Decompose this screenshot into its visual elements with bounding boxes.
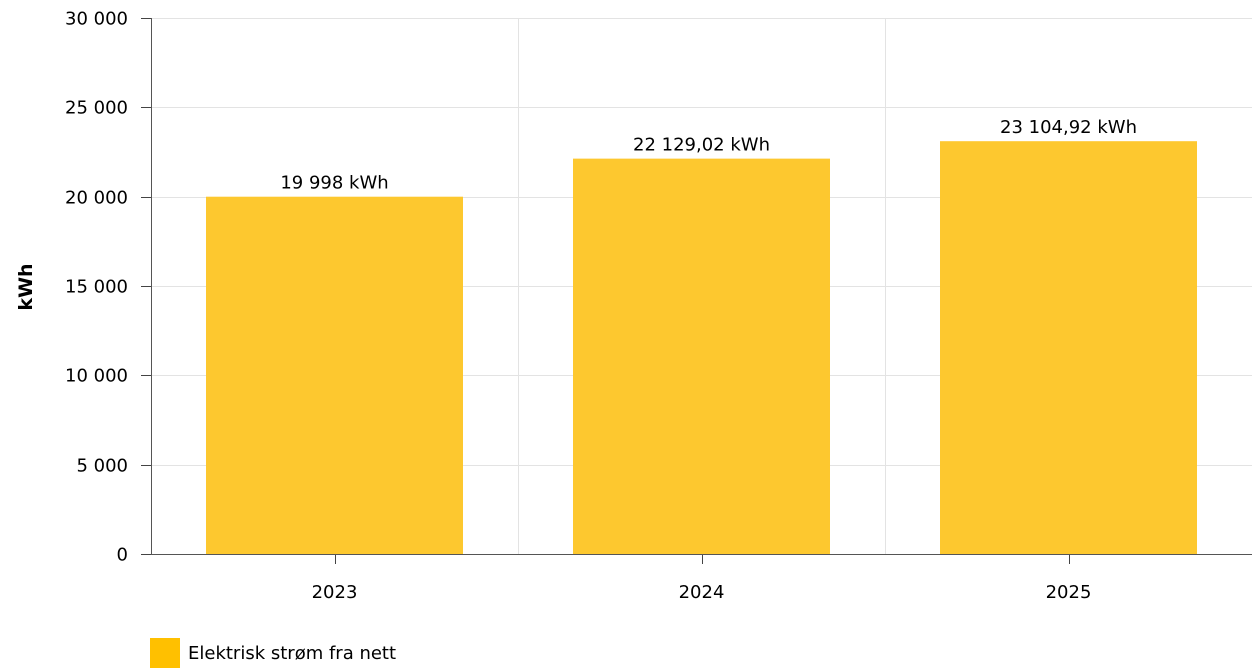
- bar-2024: [573, 158, 830, 554]
- y-tick-label: 10 000: [65, 366, 128, 387]
- x-tick-label-2024: 2024: [679, 582, 725, 603]
- data-label-2024: 22 129,02 kWh: [633, 135, 770, 156]
- y-tick-label: 30 000: [65, 9, 128, 30]
- bar-2023: [206, 196, 463, 554]
- axes: 0 5 000 10 000 15 000 20 000 25 000 30 000 2023…: [65, 9, 1252, 603]
- legend-label: Elektrisk strøm fra nett: [188, 642, 397, 664]
- y-tick-label: 15 000: [65, 277, 128, 298]
- legend-swatch: [150, 638, 180, 668]
- bar-series: [206, 141, 1197, 555]
- y-tick-label: 20 000: [65, 188, 128, 209]
- y-tick-label: 0: [117, 545, 128, 566]
- y-axis-title: kWh: [15, 263, 37, 310]
- legend[interactable]: Elektrisk strøm fra nett: [150, 638, 396, 668]
- x-tick-label-2025: 2025: [1046, 582, 1092, 603]
- bar-2025: [940, 141, 1197, 555]
- x-tick-label-2023: 2023: [312, 582, 358, 603]
- y-tick-label: 25 000: [65, 98, 128, 119]
- data-label-2023: 19 998 kWh: [280, 173, 388, 194]
- data-label-2025: 23 104,92 kWh: [1000, 117, 1137, 138]
- data-labels: 19 998 kWh 22 129,02 kWh 23 104,92 kWh: [280, 117, 1137, 194]
- y-tick-label: 5 000: [76, 456, 128, 477]
